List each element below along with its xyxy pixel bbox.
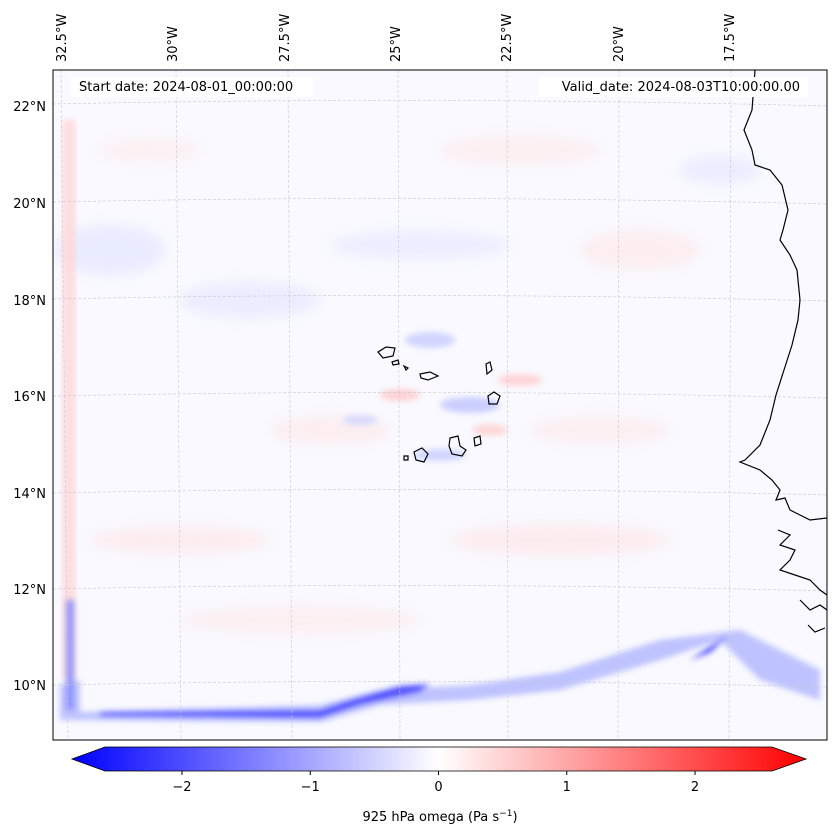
valid-date-box: [538, 77, 808, 97]
lon-label-27-5w: 27.5°W: [278, 14, 293, 62]
omega-field: [55, 120, 820, 722]
map-frame: [52, 69, 828, 741]
lon-label-30w: 30°W: [166, 26, 181, 62]
map-panel: Start date: 2024-08-01_00:00:00 Valid_da…: [52, 69, 828, 741]
lat-label-20n: 20°N: [13, 197, 46, 212]
lon-label-20w: 20°W: [612, 26, 627, 62]
graticule: [53, 70, 827, 740]
lat-label-16n: 16°N: [13, 390, 46, 405]
lat-label-14n: 14°N: [13, 487, 46, 502]
colorbar-label-close: ): [512, 810, 517, 825]
lat-label-12n: 12°N: [13, 583, 46, 598]
lon-label-17-5w: 17.5°W: [723, 14, 738, 62]
colorbar-bar: [70, 746, 808, 772]
colorbar-tick-label: 1: [563, 780, 571, 795]
lat-label-10n: 10°N: [13, 679, 46, 694]
lon-label-32-5w: 32.5°W: [55, 14, 70, 62]
lat-label-22n: 22°N: [13, 100, 46, 115]
colorbar-tick-label: 0: [434, 780, 442, 795]
cape-verde-santo-antao: [377, 346, 396, 359]
start-date-label: Start date: 2024-08-01_00:00:00: [79, 80, 293, 95]
latitude-labels: 22°N 20°N 18°N 16°N 14°N 12°N 10°N: [13, 100, 46, 694]
colorbar-label: 925 hPa omega (Pa s−1): [362, 809, 517, 825]
africa-coastline: [738, 69, 828, 521]
start-date-box: [70, 77, 313, 97]
lat-label-18n: 18°N: [13, 294, 46, 309]
lon-label-22-5w: 22.5°W: [500, 14, 515, 62]
colorbar-tick-label: −2: [172, 780, 191, 795]
colorbar-tick-label: 2: [691, 780, 699, 795]
colorbar-ticks: −2 −1 0 1 2: [172, 771, 699, 795]
coastline: [377, 69, 828, 633]
valid-date-label: Valid_date: 2024-08-03T10:00:00.00: [562, 80, 800, 95]
colorbar: −2 −1 0 1 2 925 hPa omega (Pa s−1): [70, 746, 808, 825]
longitude-labels: 32.5°W 30°W 27.5°W 25°W 22.5°W 20°W 17.5…: [55, 14, 738, 62]
colorbar-tick-label: −1: [301, 780, 320, 795]
colorbar-label-exponent: −1: [499, 809, 512, 819]
colorbar-label-main: 925 hPa omega (Pa s: [362, 810, 499, 825]
lon-label-25w: 25°W: [389, 26, 404, 62]
